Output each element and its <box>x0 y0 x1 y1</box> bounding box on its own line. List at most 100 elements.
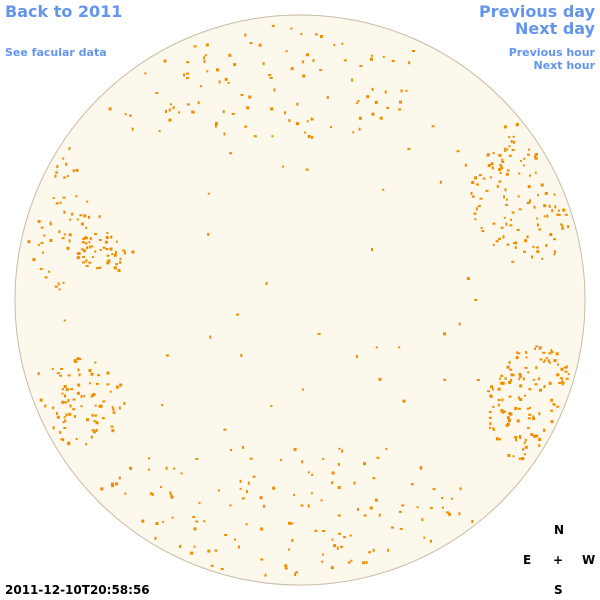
facula-speck <box>131 127 134 131</box>
facula-speck <box>506 416 510 420</box>
facula-speck <box>179 545 182 548</box>
facula-speck <box>511 211 515 214</box>
previous-day-link[interactable]: Previous day <box>478 2 595 21</box>
facula-speck <box>387 548 390 552</box>
facula-speck <box>240 94 244 96</box>
facula-speck <box>44 404 47 408</box>
facula-speck <box>431 125 435 128</box>
facula-speck <box>76 357 80 361</box>
facula-speck <box>343 536 346 539</box>
compass-center-icon: + <box>553 553 564 567</box>
facula-speck <box>80 394 83 398</box>
facula-speck <box>115 263 118 266</box>
facula-speck <box>492 243 495 246</box>
facula-speck <box>245 490 248 494</box>
facula-speck <box>76 252 79 255</box>
facula-speck <box>322 530 325 532</box>
facula-speck <box>95 421 99 425</box>
facula-speck <box>98 215 101 219</box>
facula-speck <box>227 81 230 84</box>
facula-speck <box>108 107 112 111</box>
facula-speck <box>519 398 523 401</box>
facula-speck <box>89 237 92 241</box>
facula-speck <box>98 239 102 241</box>
facula-speck <box>68 412 72 416</box>
facula-speck <box>304 131 307 134</box>
facula-speck <box>492 152 495 155</box>
facula-speck <box>369 506 373 510</box>
facula-speck <box>63 233 66 236</box>
facula-speck <box>124 251 126 255</box>
facula-speck <box>471 520 474 523</box>
facula-speck <box>343 59 347 62</box>
facula-speck <box>75 438 78 440</box>
facula-speck <box>464 163 467 167</box>
facula-speck <box>498 180 502 183</box>
facula-speck <box>288 119 291 123</box>
facula-speck <box>530 433 534 436</box>
facula-speck <box>523 157 526 160</box>
facula-speck <box>487 390 490 393</box>
facula-speck <box>378 377 382 381</box>
facula-speck <box>548 204 551 208</box>
facula-speck <box>77 252 81 255</box>
facula-speck <box>99 404 103 408</box>
facula-speck <box>92 256 94 259</box>
facula-speck <box>510 378 513 382</box>
facula-speck <box>154 536 157 540</box>
facula-speck <box>322 553 324 556</box>
facula-speck <box>58 230 61 234</box>
facula-speck <box>93 430 96 434</box>
facula-speck <box>330 566 334 570</box>
see-facular-data-link[interactable]: See facular data <box>5 46 107 59</box>
facula-speck <box>557 363 559 366</box>
facula-speck <box>489 176 492 179</box>
facula-speck <box>204 54 207 57</box>
facula-speck <box>271 24 275 27</box>
facula-speck <box>62 281 65 284</box>
facula-speck <box>76 218 79 221</box>
next-day-link[interactable]: Next day <box>515 19 595 38</box>
facula-speck <box>326 96 329 99</box>
facula-speck <box>515 356 519 360</box>
facula-speck <box>89 382 91 385</box>
facula-speck <box>514 406 518 410</box>
next-hour-link[interactable]: Next hour <box>533 59 596 72</box>
facula-speck <box>270 405 273 407</box>
facula-speck <box>54 174 57 178</box>
facula-speck <box>501 158 504 162</box>
facula-speck <box>492 405 495 408</box>
facula-speck <box>513 242 516 244</box>
facula-speck <box>205 43 209 47</box>
facula-speck <box>210 564 214 567</box>
facula-speck <box>207 549 211 553</box>
facula-speck <box>475 183 479 186</box>
facula-speck <box>488 416 492 419</box>
facula-speck <box>311 473 314 476</box>
facula-speck <box>490 162 494 166</box>
previous-hour-link[interactable]: Previous hour <box>508 46 595 59</box>
facula-speck <box>358 116 362 120</box>
facula-speck <box>446 511 450 514</box>
facula-speck <box>64 401 68 404</box>
facula-speck <box>84 242 88 245</box>
facula-speck <box>88 215 90 219</box>
facula-speck <box>60 438 64 441</box>
facula-speck <box>546 214 549 218</box>
facula-speck <box>193 527 197 531</box>
facula-speck <box>562 208 566 212</box>
facula-speck <box>310 492 313 495</box>
facula-speck <box>550 398 554 402</box>
back-to-year-link[interactable]: Back to 2011 <box>5 2 123 21</box>
facula-speck <box>340 545 344 548</box>
facula-speck <box>131 250 135 254</box>
facula-speck <box>503 216 506 219</box>
facula-speck <box>492 427 495 430</box>
facula-speck <box>311 136 314 139</box>
facula-speck <box>337 486 341 489</box>
facula-speck <box>500 226 504 229</box>
facula-speck <box>63 210 66 214</box>
facula-speck <box>371 112 375 116</box>
facula-speck <box>391 526 394 529</box>
facula-speck <box>86 200 89 203</box>
